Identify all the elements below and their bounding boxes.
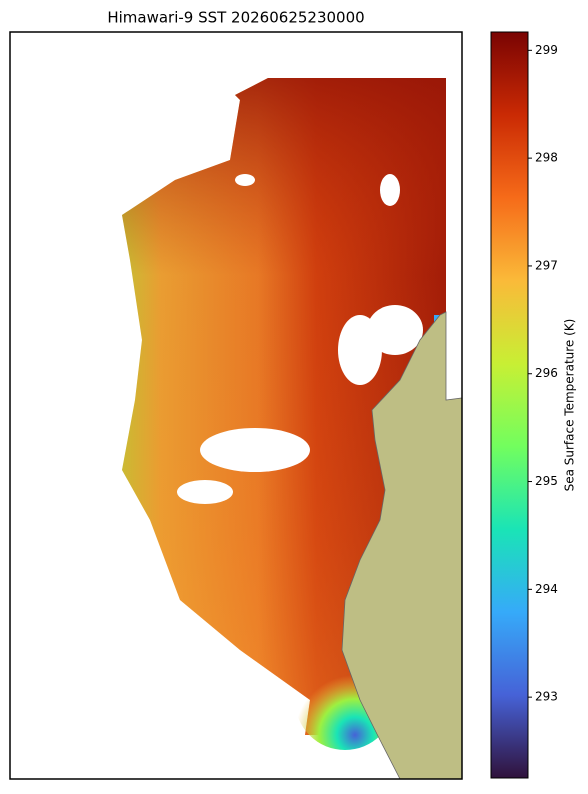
colorbar-label: Sea Surface Temperature (K) (563, 319, 577, 492)
colorbar-tick-label: 298 (535, 151, 558, 165)
land (341, 311, 463, 780)
cloud-gap (367, 305, 423, 355)
colorbar-tick-label: 297 (535, 258, 558, 272)
cloud-gap (235, 174, 255, 186)
cloud-gap (200, 428, 310, 472)
cloud-gap (177, 480, 233, 504)
colorbar-tick-label: 296 (535, 366, 558, 380)
map-title: Himawari-9 SST 20260625230000 (107, 9, 364, 27)
colorbar-tick-label: 294 (535, 582, 558, 596)
colorbar-tick-label: 299 (535, 43, 558, 57)
colorbar-tick-label: 293 (535, 690, 558, 704)
cloud-gap (380, 174, 400, 206)
colorbar-tick-label: 295 (535, 474, 558, 488)
colorbar-fill (490, 31, 529, 779)
map (9, 31, 463, 780)
map-frame (9, 31, 463, 780)
colorbar: Sea Surface Temperature (K) 293 294 295 296… (490, 31, 577, 779)
